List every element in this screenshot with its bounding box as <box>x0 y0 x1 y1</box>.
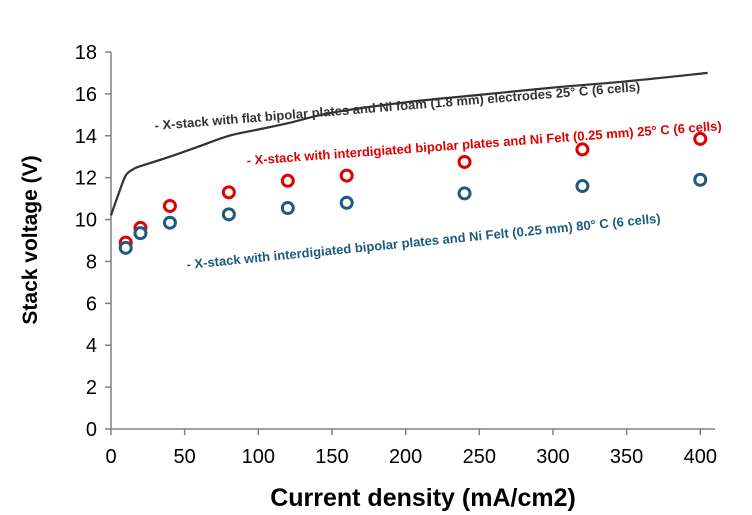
x-axis-title: Current density (mA/cm2) <box>270 484 576 512</box>
x-tick-label: 150 <box>315 446 348 468</box>
series-1-point <box>221 185 236 200</box>
series-2-point <box>133 226 148 241</box>
annotations: - X-stack with flat bipolar plates and N… <box>154 79 722 272</box>
y-tick-label: 0 <box>86 419 97 441</box>
series-1-point <box>575 142 590 157</box>
series-2-point <box>693 172 708 187</box>
y-axis-title: Stack voltage (V) <box>19 155 42 324</box>
x-tick-label: 250 <box>463 446 496 468</box>
axes <box>110 52 715 430</box>
series-1-point <box>693 131 708 146</box>
y-ticks: 0 2 4 6 8 10 12 14 16 18 <box>75 42 111 441</box>
y-tick-label: 18 <box>75 42 97 64</box>
x-ticks: 0 50 100 150 200 250 300 350 400 <box>105 429 717 468</box>
series-2-point <box>280 201 295 216</box>
series-2-point <box>162 215 177 230</box>
series-label-interdigiated-80c: - X-stack with interdigiated bipolar pla… <box>186 211 661 272</box>
series-2-point <box>118 240 133 255</box>
y-tick-label: 8 <box>86 251 97 273</box>
y-tick-label: 4 <box>86 335 97 357</box>
x-tick-label: 200 <box>389 446 422 468</box>
x-tick-label: 100 <box>242 446 275 468</box>
series-2-point <box>575 179 590 194</box>
y-tick-label: 16 <box>75 84 97 106</box>
y-tick-label: 14 <box>75 126 97 148</box>
x-tick-label: 0 <box>105 446 116 468</box>
y-tick-label: 10 <box>75 210 97 232</box>
series-1-point <box>457 154 472 169</box>
x-tick-label: 350 <box>610 446 643 468</box>
series-2-point <box>339 195 354 210</box>
y-tick-label: 6 <box>86 293 97 315</box>
series-layer <box>109 71 708 255</box>
series-label-interdigiated-25c: - X-stack with interdigiated bipolar pla… <box>246 118 722 168</box>
x-tick-label: 300 <box>536 446 569 468</box>
y-tick-label: 12 <box>75 168 97 190</box>
series-label-flat-ni-foam: - X-stack with flat bipolar plates and N… <box>154 79 641 133</box>
series-1-point <box>339 168 354 183</box>
series-2-point <box>221 207 236 222</box>
x-tick-label: 50 <box>174 446 196 468</box>
series-line-0 <box>109 71 708 216</box>
series-2-point <box>457 186 472 201</box>
y-tick-label: 2 <box>86 377 97 399</box>
series-1-point <box>162 198 177 213</box>
series-1-point <box>280 173 295 188</box>
x-tick-label: 400 <box>684 446 717 468</box>
